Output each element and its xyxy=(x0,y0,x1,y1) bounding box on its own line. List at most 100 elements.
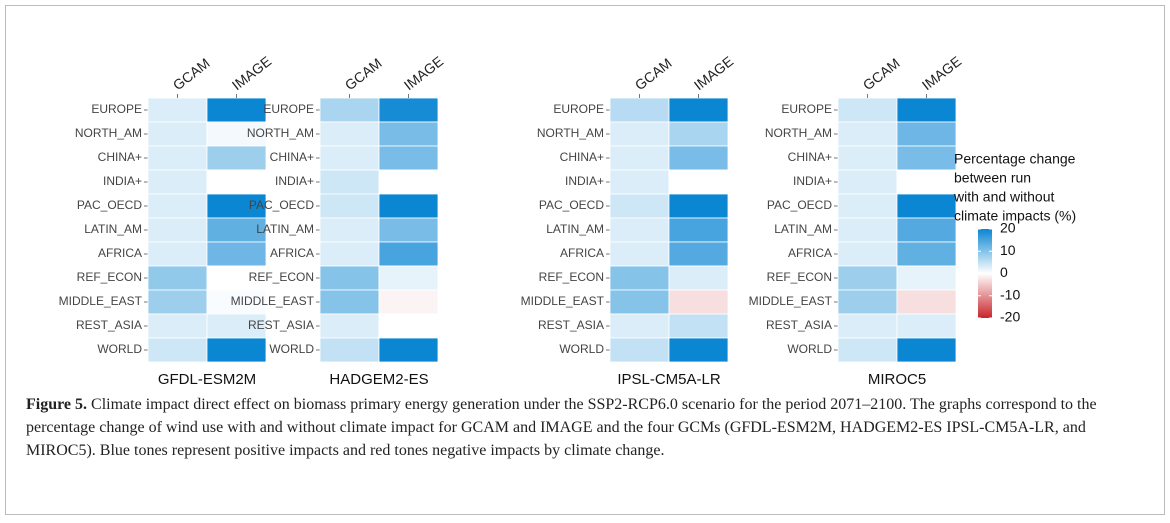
heat-cell xyxy=(319,313,380,339)
heat-cell xyxy=(609,121,670,147)
heat-cell xyxy=(896,193,957,219)
heat-cell xyxy=(319,265,380,291)
chart: EUROPE NORTH_AM CHINA+ INDIA+ PAC_OECD LATIN_… xyxy=(59,53,1077,388)
y-tick-label: EUROPE xyxy=(91,102,142,116)
heat-cell xyxy=(378,97,439,123)
y-tick-label: REST_ASIA xyxy=(76,318,142,332)
y-tick-label: WORLD xyxy=(269,342,314,356)
heat-cell xyxy=(837,193,898,219)
heat-cell xyxy=(668,193,729,219)
heat-cell xyxy=(206,265,267,291)
heat-cell xyxy=(668,313,729,339)
heat-cell xyxy=(319,337,380,363)
heat-cell xyxy=(896,337,957,363)
heat-cell xyxy=(378,289,439,315)
heat-cell xyxy=(378,169,439,195)
x-tick-label: IMAGE xyxy=(401,53,446,93)
heat-cell xyxy=(609,169,670,195)
y-tick-label: REST_ASIA xyxy=(248,318,314,332)
heat-cell xyxy=(206,193,267,219)
heat-cell xyxy=(147,289,208,315)
heat-cell xyxy=(206,313,267,339)
heat-cell xyxy=(319,289,380,315)
y-tick-label: CHINA+ xyxy=(560,150,604,164)
y-tick-label: AFRICA xyxy=(788,246,832,260)
x-tick-label: IMAGE xyxy=(691,53,736,93)
y-tick-label: PAC_OECD xyxy=(77,198,142,212)
heat-cell xyxy=(378,241,439,267)
colorbar-tick-label: -10 xyxy=(1000,286,1020,302)
x-tick-label: GCAM xyxy=(342,55,385,93)
heat-cell xyxy=(378,121,439,147)
heat-cell xyxy=(206,145,267,171)
heat-cell xyxy=(837,289,898,315)
y-tick-label: LATIN_AM xyxy=(256,222,314,236)
heat-cell xyxy=(609,289,670,315)
y-tick-label: NORTH_AM xyxy=(75,126,142,140)
heat-cell xyxy=(609,97,670,123)
heat-cell xyxy=(378,313,439,339)
heat-cell xyxy=(609,313,670,339)
heat-cell xyxy=(609,337,670,363)
heat-cell xyxy=(668,145,729,171)
y-tick-label: PAC_OECD xyxy=(249,198,314,212)
y-tick-label: REF_ECON xyxy=(767,270,832,284)
heat-cell xyxy=(147,97,208,123)
heat-cell xyxy=(378,337,439,363)
colorbar-tick-label: 0 xyxy=(1000,264,1008,280)
y-tick-label: MIDDLE_EAST xyxy=(521,294,605,308)
heat-cell xyxy=(668,217,729,243)
panel-title: IPSL-CM5A-LR xyxy=(617,371,721,388)
heat-cell xyxy=(147,145,208,171)
heat-cell xyxy=(319,193,380,219)
heat-cell xyxy=(837,121,898,147)
colorbar-tick-label: -20 xyxy=(1000,309,1020,325)
y-tick-label: PAC_OECD xyxy=(767,198,832,212)
caption-label: Figure 5. xyxy=(26,396,88,413)
colorbar-tick-label: 10 xyxy=(1000,242,1016,258)
x-tick-label: IMAGE xyxy=(229,53,274,93)
heat-cell xyxy=(378,265,439,291)
y-tick-label: REF_ECON xyxy=(249,270,314,284)
caption-text: Climate impact direct effect on biomass … xyxy=(26,396,1097,459)
heat-cell xyxy=(668,169,729,195)
y-tick-label: WORLD xyxy=(787,342,832,356)
y-tick-label: NORTH_AM xyxy=(537,126,604,140)
heat-cell xyxy=(319,241,380,267)
colorbar-tick-label: 20 xyxy=(1000,220,1016,236)
heat-cell xyxy=(896,265,957,291)
y-tick-label: WORLD xyxy=(559,342,604,356)
heat-cell xyxy=(609,145,670,171)
heat-cell xyxy=(206,241,267,267)
y-tick-label: INDIA+ xyxy=(275,174,314,188)
heat-cell xyxy=(609,265,670,291)
heat-cell xyxy=(668,265,729,291)
heat-cell xyxy=(837,265,898,291)
x-tick-label: GCAM xyxy=(860,55,903,93)
y-tick-label: REF_ECON xyxy=(77,270,142,284)
y-tick-label: REST_ASIA xyxy=(538,318,604,332)
y-tick-label: CHINA+ xyxy=(788,150,832,164)
heat-cell xyxy=(378,217,439,243)
heat-cell xyxy=(837,169,898,195)
figure-frame xyxy=(5,5,1165,515)
y-tick-label: PAC_OECD xyxy=(539,198,604,212)
heat-cell xyxy=(896,313,957,339)
heat-cell xyxy=(837,241,898,267)
heat-cell xyxy=(319,145,380,171)
heat-cell xyxy=(896,241,957,267)
heat-cell xyxy=(837,145,898,171)
heat-cell xyxy=(896,121,957,147)
y-tick-label: AFRICA xyxy=(270,246,314,260)
heat-cell xyxy=(206,169,267,195)
heat-cell xyxy=(609,193,670,219)
colorbar-title: climate impacts (%) xyxy=(954,208,1076,224)
y-tick-label: CHINA+ xyxy=(98,150,142,164)
heat-cell xyxy=(147,337,208,363)
heat-cell xyxy=(378,145,439,171)
heat-cell xyxy=(668,289,729,315)
heat-cell xyxy=(609,241,670,267)
y-tick-label: REST_ASIA xyxy=(766,318,832,332)
y-tick-label: MIDDLE_EAST xyxy=(59,294,143,308)
heat-cell xyxy=(668,97,729,123)
